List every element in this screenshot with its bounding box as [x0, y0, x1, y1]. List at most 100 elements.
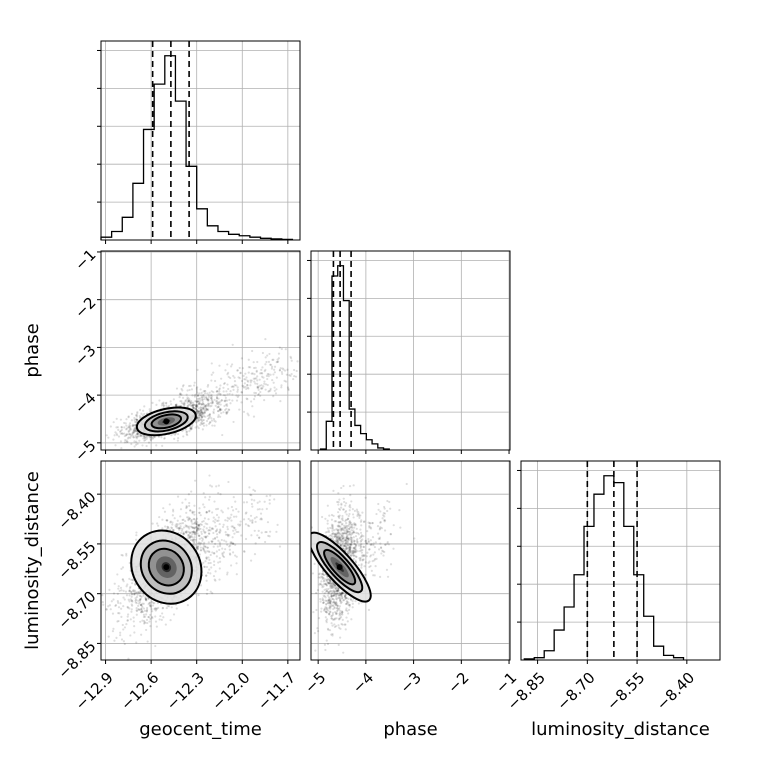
sample-point	[339, 600, 342, 603]
sample-point	[348, 548, 352, 552]
sample-point	[198, 534, 201, 537]
sample-point	[108, 604, 112, 607]
sample-point	[148, 408, 151, 411]
sample-point	[198, 543, 202, 546]
sample-point	[352, 523, 355, 526]
sample-point	[200, 416, 204, 419]
sample-point	[190, 526, 194, 529]
sample-point	[209, 401, 212, 405]
sample-point	[336, 540, 340, 543]
sample-point	[121, 578, 124, 581]
sample-point	[194, 522, 197, 525]
sample-point	[357, 544, 360, 547]
sample-point	[199, 408, 202, 411]
sample-point	[180, 531, 183, 535]
sample-point	[210, 390, 213, 393]
sample-point	[251, 520, 254, 523]
sample-point	[226, 525, 229, 528]
sample-point	[143, 435, 146, 438]
sample-point	[203, 550, 207, 553]
sample-point	[122, 628, 125, 631]
sample-point	[205, 511, 208, 514]
sample-point	[193, 531, 196, 534]
sample-point	[334, 612, 338, 616]
sample-point	[275, 361, 278, 364]
sample-point	[333, 590, 336, 593]
sample-point	[323, 588, 326, 591]
sample-point	[171, 521, 174, 524]
sample-point	[249, 384, 252, 387]
sample-point	[204, 496, 207, 499]
sample-point	[140, 608, 143, 611]
sample-point	[252, 361, 255, 364]
sample-point	[319, 600, 322, 603]
sample-point	[139, 599, 142, 602]
sample-point	[107, 635, 110, 638]
sample-point	[138, 439, 141, 442]
sample-point	[140, 633, 143, 636]
sample-point	[340, 601, 343, 604]
sample-point	[263, 380, 266, 383]
sample-point	[343, 544, 346, 547]
sample-point	[134, 599, 137, 602]
sample-point	[205, 396, 208, 400]
sample-point	[362, 545, 365, 548]
sample-point	[337, 503, 340, 506]
sample-point	[330, 523, 334, 526]
sample-point	[335, 587, 338, 590]
sample-point	[253, 391, 256, 394]
sample-point	[185, 506, 188, 509]
sample-point	[202, 424, 206, 427]
sample-point	[171, 523, 174, 526]
sample-point	[332, 582, 336, 585]
sample-point	[132, 429, 135, 432]
sample-point	[350, 537, 353, 540]
sample-point	[275, 530, 278, 533]
sample-point	[262, 385, 265, 388]
sample-point	[240, 391, 243, 394]
sample-point	[205, 408, 208, 411]
sample-point	[216, 402, 219, 405]
histogram-geocent_time	[100, 55, 294, 241]
sample-point	[163, 510, 167, 513]
sample-point	[195, 400, 199, 403]
sample-point	[173, 437, 176, 440]
sample-point	[337, 596, 340, 600]
sample-point	[150, 436, 153, 439]
sample-point	[135, 609, 139, 613]
sample-point	[199, 388, 202, 391]
sample-point	[238, 366, 241, 370]
sample-point	[192, 522, 196, 525]
sample-point	[133, 424, 136, 427]
sample-point	[336, 604, 339, 607]
sample-point	[205, 557, 208, 561]
sample-point	[205, 592, 209, 595]
sample-point	[208, 474, 211, 477]
sample-point	[257, 393, 260, 397]
sample-point	[207, 518, 210, 521]
sample-point	[362, 535, 365, 538]
sample-point	[226, 383, 229, 386]
sample-point	[202, 390, 205, 393]
sample-point	[267, 375, 270, 378]
sample-point	[215, 507, 218, 511]
sample-point	[197, 409, 200, 413]
sample-point	[228, 398, 231, 402]
sample-point	[256, 375, 259, 378]
sample-point	[251, 372, 254, 375]
sample-point	[185, 506, 188, 510]
sample-point	[353, 549, 356, 553]
sample-point	[253, 398, 256, 401]
sample-point	[164, 525, 167, 528]
sample-point	[182, 526, 186, 529]
sample-point	[332, 594, 335, 597]
sample-point	[203, 404, 206, 407]
sample-point	[212, 520, 215, 523]
sample-point	[209, 553, 212, 557]
sample-point	[272, 395, 275, 398]
sample-point	[335, 602, 338, 605]
sample-point	[209, 484, 212, 487]
sample-point	[200, 415, 204, 418]
sample-point	[128, 433, 132, 436]
sample-point	[252, 415, 256, 418]
